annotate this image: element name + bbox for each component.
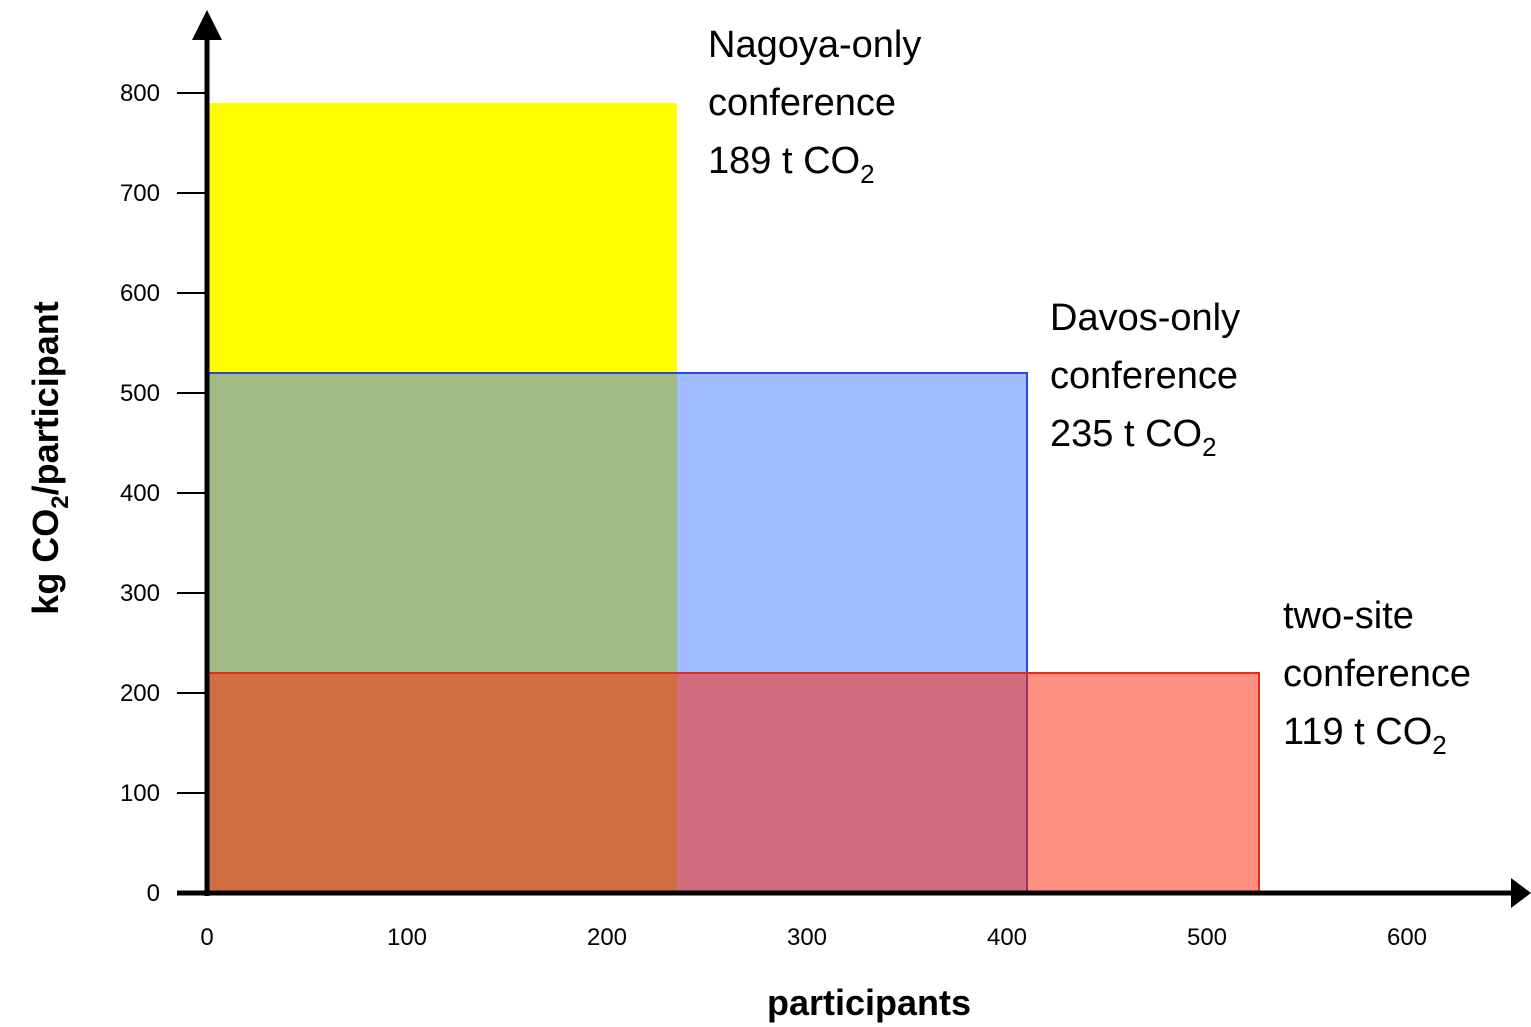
x-tick-label: 600 xyxy=(1387,924,1427,951)
y-tick-label: 700 xyxy=(120,180,160,207)
x-tick-label: 200 xyxy=(587,924,627,951)
bars-layer xyxy=(206,103,1260,894)
bar-2 xyxy=(206,672,1260,894)
y-tick-label: 100 xyxy=(120,780,160,807)
bar-1-annotation-line-1: conference xyxy=(1050,355,1238,397)
y-tick-label: 200 xyxy=(120,680,160,707)
bar-0-annotation-line-2: 189 t CO2 xyxy=(708,140,875,189)
y-tick-label: 500 xyxy=(120,380,160,407)
x-axis-arrow xyxy=(1511,878,1531,908)
axes-layer xyxy=(177,10,1531,908)
y-tick-label: 600 xyxy=(120,280,160,307)
bar-1-annotation-line-2: 235 t CO2 xyxy=(1050,413,1217,462)
x-tick-label: 400 xyxy=(987,924,1027,951)
x-axis-label: participants xyxy=(767,982,971,1023)
labels-layer: 0 100 200 300 400 500 600 700 800 0 100 200 300 400 50… xyxy=(25,24,1471,1023)
y-axis-arrow xyxy=(192,10,222,40)
x-tick-label: 300 xyxy=(787,924,827,951)
y-axis-label: kg CO2/participant xyxy=(25,301,74,614)
x-tick-label: 100 xyxy=(387,924,427,951)
bar-0-annotation-line-1: conference xyxy=(708,82,896,124)
y-tick-label: 0 xyxy=(147,880,160,907)
bar-2-annotation-line-2: 119 t CO2 xyxy=(1283,711,1447,760)
bar-0-annotation-line-0: Nagoya-only xyxy=(708,24,921,66)
y-tick-label: 400 xyxy=(120,480,160,507)
y-tick-label: 300 xyxy=(120,580,160,607)
x-tick-label: 500 xyxy=(1187,924,1227,951)
bar-2-annotation-line-0: two-site xyxy=(1283,595,1414,637)
x-tick-label: 0 xyxy=(200,924,213,951)
bar-2-annotation-line-1: conference xyxy=(1283,653,1471,695)
y-tick-label: 800 xyxy=(120,80,160,107)
bar-1-annotation-line-0: Davos-only xyxy=(1050,297,1240,339)
